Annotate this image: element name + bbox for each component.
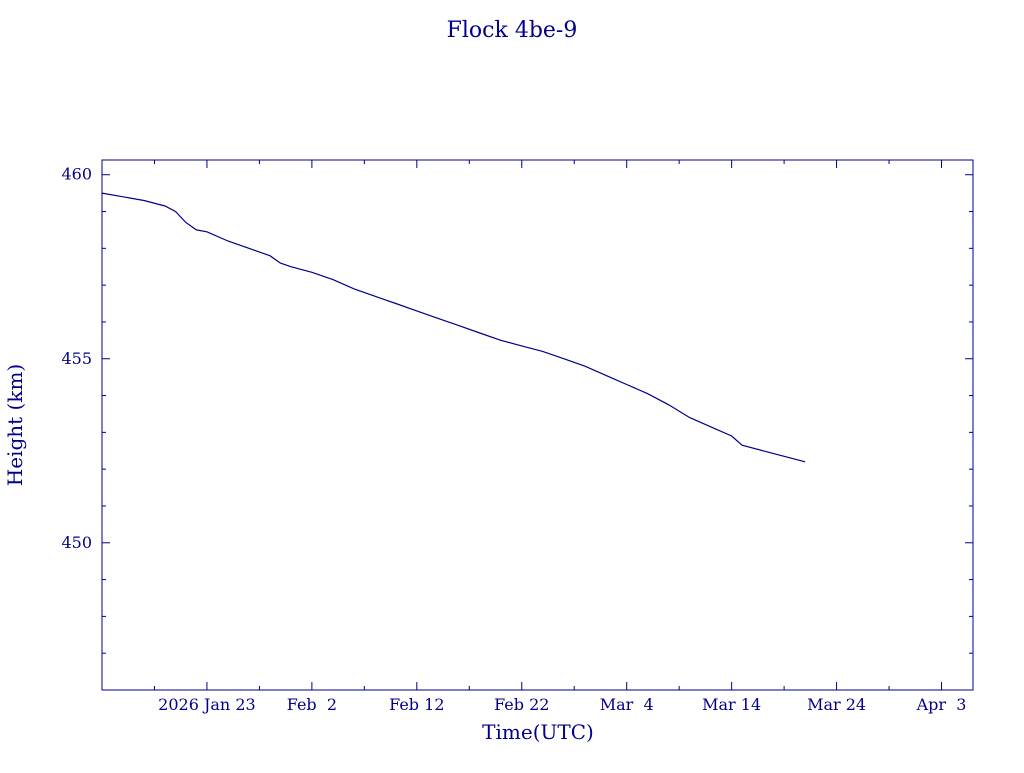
x-tick-label: Feb 2 xyxy=(287,695,337,714)
x-tick-label: Mar 24 xyxy=(807,695,866,714)
axis-ticks xyxy=(102,160,973,690)
y-tick-label: 450 xyxy=(61,533,92,552)
x-tick-label: 2026 Jan 23 xyxy=(158,695,256,714)
plot-frame xyxy=(101,159,974,691)
y-tick-label: 455 xyxy=(61,349,92,368)
y-tick-label: 460 xyxy=(61,165,92,184)
x-tick-label: Feb 12 xyxy=(389,695,444,714)
series-layer xyxy=(101,192,806,463)
x-axis-label: Time(UTC) xyxy=(482,720,594,744)
chart-title: Flock 4be-9 xyxy=(447,18,578,43)
x-tick-label: Feb 22 xyxy=(494,695,549,714)
x-tick-label: Mar 14 xyxy=(702,695,761,714)
x-tick-label: Mar 4 xyxy=(600,695,654,714)
x-tick-label: Apr 3 xyxy=(916,695,967,714)
y-axis-label: Height (km) xyxy=(3,364,27,486)
height-series-line xyxy=(101,192,806,463)
tick-labels: 2026 Jan 23 Feb 2 Feb 12 Feb 22 Mar 4 Mar 14 M… xyxy=(61,165,966,714)
